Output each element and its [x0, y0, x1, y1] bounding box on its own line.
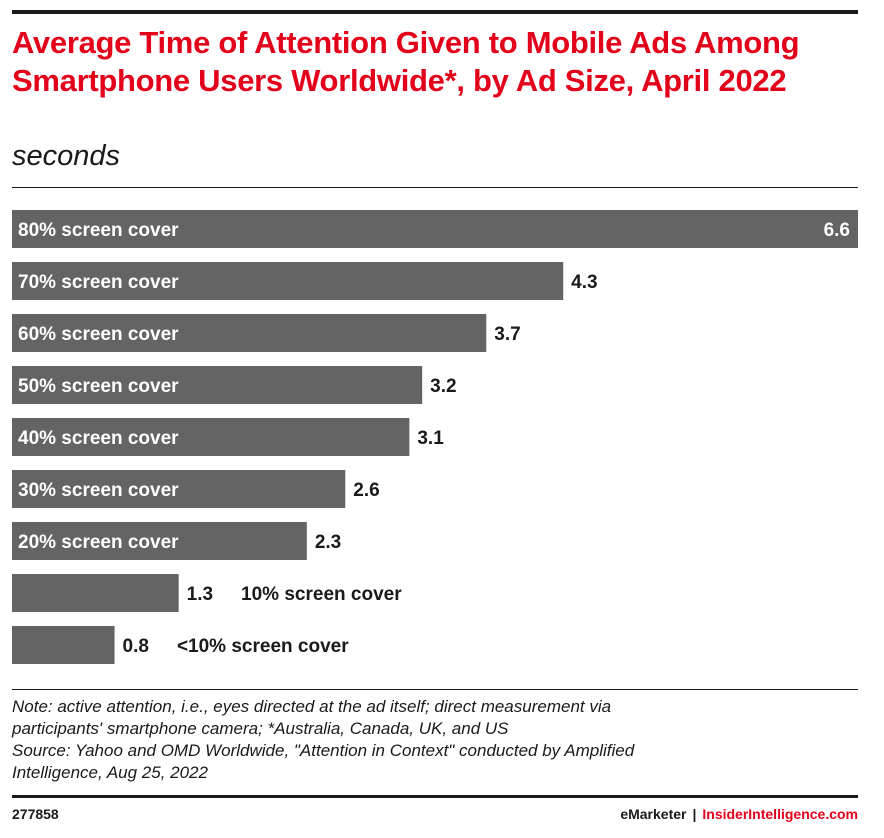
value-label: 2.6: [353, 480, 379, 501]
chart-title: Average Time of Attention Given to Mobil…: [12, 25, 800, 98]
category-label: 70% screen cover: [18, 272, 179, 293]
brand-separator: |: [692, 806, 697, 822]
note-line: Note: active attention, i.e., eyes direc…: [12, 697, 612, 716]
category-label: 50% screen cover: [18, 376, 179, 397]
category-label: 40% screen cover: [18, 428, 179, 449]
bar-row: 10% screen cover 1.3: [12, 574, 402, 612]
value-label: 3.7: [494, 324, 520, 345]
bar-row: 70% screen cover 4.3: [12, 262, 598, 300]
category-label: 10% screen cover: [241, 584, 402, 605]
bar: [12, 262, 564, 300]
value-label: 0.8: [123, 636, 149, 657]
bar-row: 50% screen cover 3.2: [12, 366, 457, 404]
bar: [12, 418, 410, 456]
category-label: 30% screen cover: [18, 480, 179, 501]
category-label: 80% screen cover: [18, 220, 179, 241]
chart-subtitle: seconds: [12, 140, 121, 172]
subtitle-rule: [12, 187, 858, 188]
category-label: 20% screen cover: [18, 532, 179, 553]
bar-row: 40% screen cover 3.1: [12, 418, 444, 456]
bar: [12, 626, 115, 664]
category-label: <10% screen cover: [177, 636, 349, 657]
bar: [12, 210, 858, 248]
bar-row: 80% screen cover 6.6: [12, 210, 858, 248]
bar: [12, 314, 487, 352]
source-line: Source: Yahoo and OMD Worldwide, "Attent…: [12, 741, 635, 760]
source-line: Intelligence, Aug 25, 2022: [12, 763, 208, 782]
category-label: 60% screen cover: [18, 324, 179, 345]
brand-emarketer: eMarketer: [620, 806, 687, 822]
bar-row: 20% screen cover 2.3: [12, 522, 341, 560]
value-label: 3.1: [417, 428, 444, 449]
bar: [12, 574, 179, 612]
bottom-rule: [12, 795, 858, 798]
bar: [12, 522, 307, 560]
note-rule: [12, 689, 858, 690]
bar-row: <10% screen cover 0.8: [12, 626, 349, 664]
top-rule: [12, 10, 858, 14]
value-label: 3.2: [430, 376, 456, 397]
value-label: 1.3: [187, 584, 213, 605]
chart-id: 277858: [12, 806, 59, 822]
value-label: 2.3: [315, 532, 341, 553]
bar-chart: 80% screen cover 6.6 70% screen cover 4.3 60…: [12, 210, 858, 664]
bar: [12, 366, 423, 404]
bar-row: 30% screen cover 2.6: [12, 470, 380, 508]
brand-footer: eMarketer | InsiderIntelligence.com: [620, 806, 858, 822]
note-line: participants' smartphone camera; *Austra…: [12, 719, 509, 738]
value-label: 6.6: [824, 220, 850, 241]
bar-row: 60% screen cover 3.7: [12, 314, 521, 352]
chart-notes: Note: active attention, i.e., eyes direc…: [12, 696, 858, 784]
brand-insider-intelligence[interactable]: InsiderIntelligence.com: [702, 806, 858, 822]
bar: [12, 470, 346, 508]
value-label: 4.3: [571, 272, 597, 293]
